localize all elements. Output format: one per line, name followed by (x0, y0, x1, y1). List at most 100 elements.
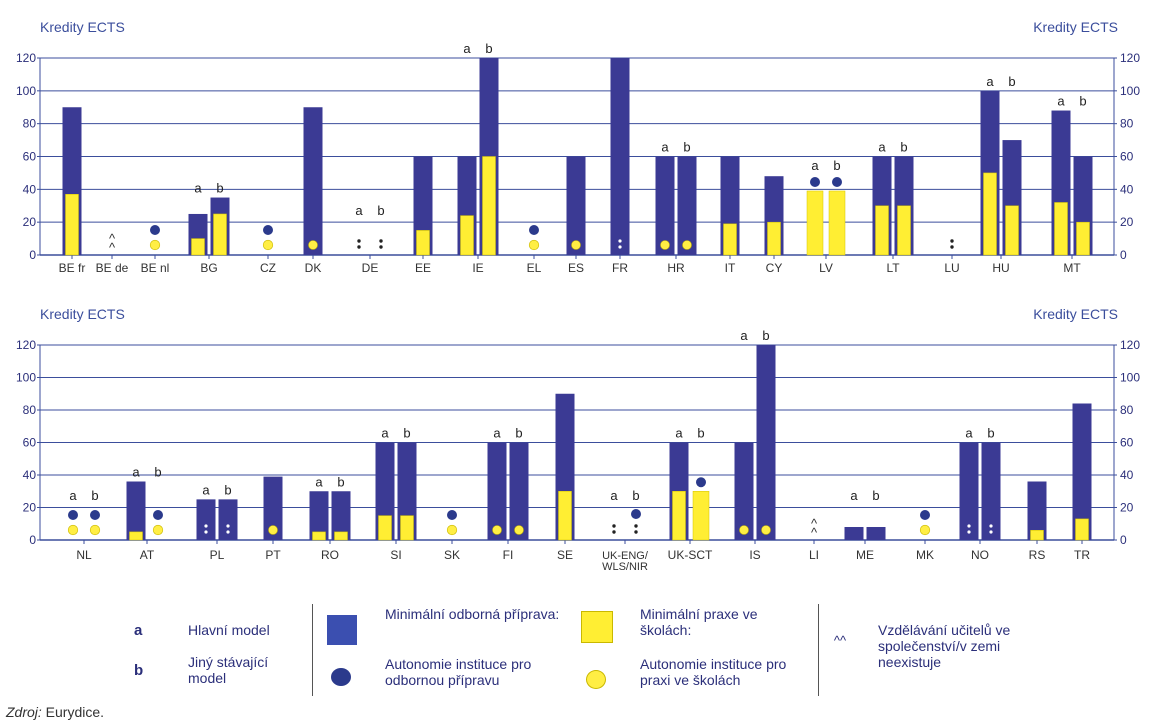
legend-separator (312, 604, 313, 696)
bar-minimum-practice (558, 491, 572, 541)
model-sublabel: b (762, 328, 769, 343)
model-sublabel: b (697, 426, 704, 441)
ects-chart: Kredity ECTS Kredity ECTS 0 0 20 20 40 40 60 60 80… (16, 19, 1140, 573)
model-sublabel: b (403, 426, 410, 441)
bar-minimum-preparation (309, 491, 329, 540)
bar-minimum-preparation (303, 107, 323, 255)
legend-practice-swatch (581, 611, 613, 643)
legend-practice-auto-dot (586, 670, 606, 689)
y-tick-label-left: 100 (16, 371, 36, 385)
x-tick-label: LU (944, 261, 959, 275)
model-sublabel: b (683, 140, 690, 155)
not-applicable-mark (950, 239, 954, 243)
bar-minimum-practice (828, 190, 846, 256)
not-applicable-mark (612, 530, 616, 534)
autonomy-practice-dot (149, 239, 161, 251)
bar-minimum-practice (1005, 205, 1019, 256)
model-sublabel: a (355, 203, 363, 218)
bar-minimum-practice (213, 213, 227, 256)
legend-prep-auto-dot (331, 668, 351, 686)
model-sublabel: b (515, 426, 522, 441)
x-tick-label: HR (667, 261, 685, 275)
model-sublabel: a (811, 158, 819, 173)
legend-prep-swatch (327, 615, 357, 645)
bar-minimum-preparation (655, 156, 675, 255)
legend-noexist-text: Vzdělávání učitelů ve společenství/v zem… (878, 622, 1011, 670)
model-sublabel: b (833, 158, 840, 173)
not-applicable-mark (226, 530, 230, 534)
bar-minimum-practice (312, 531, 326, 541)
model-sublabel: b (216, 181, 223, 196)
model-sublabel: b (154, 465, 161, 480)
bar-minimum-practice (1054, 202, 1068, 256)
not-applicable-mark (612, 524, 616, 528)
bar-minimum-practice (1030, 530, 1044, 541)
x-tick-label: EL (527, 261, 542, 275)
legend-prep-auto-text: Autonomie instituce pro odbornou příprav… (385, 656, 532, 688)
autonomy-preparation-dot (529, 225, 539, 235)
y-tick-label-left: 100 (16, 84, 36, 98)
autonomy-practice-dot (446, 524, 458, 536)
y-tick-label-right: 80 (1120, 117, 1134, 131)
bar-minimum-preparation (509, 442, 529, 540)
autonomy-preparation-dot (263, 225, 273, 235)
autonomy-practice-dot (528, 239, 540, 251)
model-sublabel: a (69, 488, 77, 503)
model-sublabel: a (610, 488, 618, 503)
y-tick-label-left: 120 (16, 338, 36, 352)
x-tick-label: IS (749, 548, 760, 562)
model-sublabel: a (202, 482, 210, 497)
y-tick-label-right: 100 (1120, 84, 1140, 98)
y-tick-label-left: 60 (23, 150, 37, 164)
x-tick-label: ME (856, 548, 874, 562)
autonomy-preparation-dot (832, 176, 842, 187)
bar-minimum-practice (129, 531, 143, 541)
model-sublabel: a (381, 426, 389, 441)
legend-noexist-symbol: ^^ (833, 633, 847, 648)
model-sublabel: a (986, 74, 994, 89)
x-tick-label: DK (305, 261, 322, 275)
model-sublabel: b (224, 482, 231, 497)
not-applicable-mark (379, 239, 383, 243)
not-applicable-mark (989, 530, 993, 534)
y-tick-label-right: 60 (1120, 436, 1134, 450)
legend-a-text: Hlavní model (188, 622, 270, 638)
autonomy-practice-dot (660, 240, 670, 250)
autonomy-practice-dot (761, 525, 771, 535)
legend-b-letter: b (134, 662, 144, 679)
y-tick-label-right: 120 (1120, 51, 1140, 65)
y-tick-label-right: 0 (1120, 533, 1127, 547)
x-tick-label: SI (390, 548, 401, 562)
not-applicable-mark (379, 245, 383, 249)
not-exist-mark: ^ (109, 231, 116, 246)
autonomy-practice-dot (262, 239, 274, 251)
bar-minimum-practice (460, 215, 474, 256)
bar-minimum-preparation (196, 499, 216, 540)
x-tick-label: BE fr (59, 261, 86, 275)
autonomy-practice-dot (89, 524, 101, 536)
y-tick-label-right: 80 (1120, 403, 1134, 417)
x-tick-label: DE (362, 261, 379, 275)
bar-minimum-practice (897, 205, 911, 256)
autonomy-practice-dot (514, 525, 524, 535)
model-sublabel: b (1008, 74, 1015, 89)
x-tick-label: UK-ENG/ (602, 550, 649, 562)
x-tick-label: BE de (96, 261, 129, 275)
x-tick-label: SE (557, 548, 573, 562)
model-sublabel: a (675, 426, 683, 441)
x-tick-label: MT (1063, 261, 1081, 275)
legend-practice-text: Minimální praxe ve školách: (640, 606, 758, 638)
not-exist-mark: ^ (811, 525, 818, 540)
model-sublabel: a (493, 426, 501, 441)
y-tick-label-left: 0 (29, 533, 36, 547)
autonomy-preparation-dot (920, 510, 930, 520)
model-sublabel: a (878, 140, 886, 155)
bar-minimum-preparation (734, 442, 754, 540)
x-tick-label: MK (916, 548, 934, 562)
autonomy-practice-dot (308, 240, 318, 250)
not-applicable-mark (967, 530, 971, 534)
source-label: Zdroj: (6, 704, 42, 720)
bar-minimum-practice (767, 221, 781, 256)
model-sublabel: b (91, 488, 98, 503)
y-axis-title-right: Kredity ECTS (1033, 306, 1118, 322)
